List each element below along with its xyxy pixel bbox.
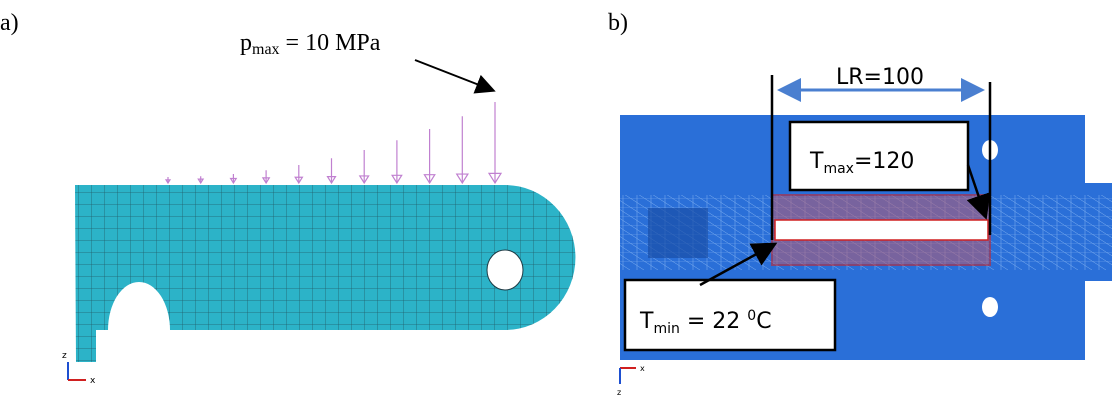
fe-model-b xyxy=(620,115,1112,360)
axis-triad: x z xyxy=(617,364,645,397)
load-arrow-head xyxy=(326,176,337,185)
dimension-label: LR=100 xyxy=(836,65,924,90)
axis-label: z xyxy=(617,388,621,397)
max-label: Tmax=120 xyxy=(809,149,914,177)
pressure-arrows xyxy=(164,102,503,185)
pointer-arrow xyxy=(966,164,991,220)
pointer-arrow xyxy=(414,59,496,94)
axis-label: z xyxy=(62,351,67,361)
min-label: Tmin = 22 0C xyxy=(639,308,772,337)
load-arrow-head xyxy=(391,174,403,185)
axis-label: x xyxy=(640,364,645,373)
panel-label: a) xyxy=(0,10,19,36)
load-arrow-head xyxy=(229,177,238,185)
pointer-arrow xyxy=(699,242,778,287)
label-box xyxy=(788,120,970,192)
axis-triad: z x xyxy=(62,351,96,386)
load-arrow-head xyxy=(487,172,503,185)
label-box xyxy=(623,278,837,352)
load-arrow-head xyxy=(423,174,436,185)
load-arrow-head xyxy=(358,175,370,185)
load-arrow-head xyxy=(294,176,304,185)
load-arrow-head xyxy=(455,173,469,185)
panel-label: b) xyxy=(608,10,628,36)
load-label: pmax = 10 MPa xyxy=(240,30,381,58)
load-arrow-head xyxy=(261,177,271,185)
fe-model-a xyxy=(75,185,576,362)
load-arrow-head xyxy=(197,178,205,185)
axis-label: x xyxy=(90,376,96,386)
load-arrow-head xyxy=(164,179,172,185)
